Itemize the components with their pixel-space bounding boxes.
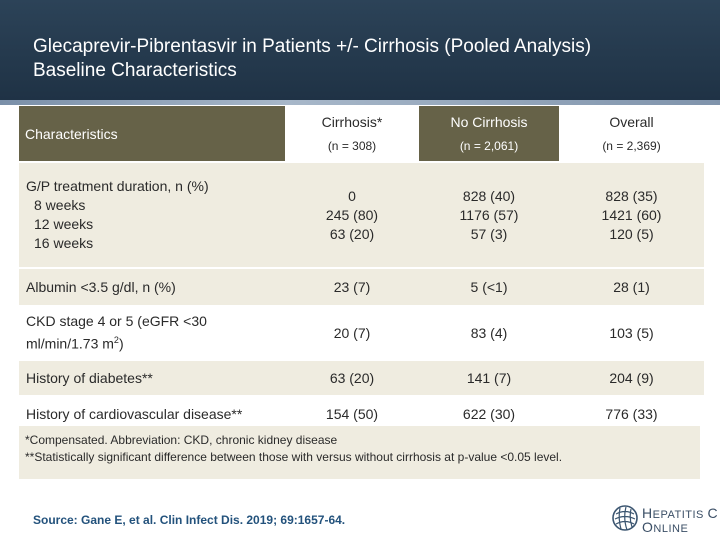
header-overall-name: Overall (609, 114, 654, 130)
baseline-characteristics-table: Characteristics Cirrhosis* (n = 308) No … (19, 106, 704, 431)
ckd-label-text: ) (118, 335, 124, 352)
globe-icon (612, 505, 638, 531)
duration-8-weeks: 8 weeks (34, 197, 86, 213)
table-row: CKD stage 4 or 5 (eGFR <30 ml/min/1.73 m… (19, 305, 704, 360)
header-cirrhosis: Cirrhosis* (n = 308) (285, 106, 419, 162)
cell-value: 828 (40) (462, 187, 516, 204)
cell-cirrhosis: 20 (7) (285, 305, 419, 360)
cell-no-cirrhosis: 83 (4) (419, 305, 559, 360)
duration-16-weeks: 16 weeks (34, 235, 94, 251)
header-divider (0, 100, 720, 105)
cell-overall: 204 (9) (559, 359, 704, 396)
logo-word: NLINE (653, 523, 689, 535)
row-label-duration: G/P treatment duration, n (%) 8 weeks 12… (19, 161, 285, 268)
cell-overall: 776 (33) (559, 395, 704, 431)
table-header-row: Characteristics Cirrhosis* (n = 308) No … (19, 106, 704, 162)
footnotes: *Compensated. Abbreviation: CKD, chronic… (19, 426, 700, 479)
ckd-label-text: ml/min/1.73 m (26, 335, 114, 352)
table-row: Albumin <3.5 g/dl, n (%) 23 (7) 5 (<1) 2… (19, 267, 704, 306)
row-label-diabetes: History of diabetes** (19, 359, 285, 396)
slide-header: Glecaprevir-Pibrentasvir in Patients +/-… (0, 0, 720, 100)
slide-title-line2: Baseline Characteristics (33, 60, 237, 81)
footnote: **Statistically significant difference b… (25, 450, 563, 464)
cell-no-cirrhosis: 622 (30) (419, 395, 559, 431)
table-row: History of diabetes** 63 (20) 141 (7) 20… (19, 359, 704, 396)
footnote: *Compensated. Abbreviation: CKD, chronic… (25, 433, 338, 447)
cell-no-cirrhosis: 141 (7) (419, 359, 559, 396)
cell-overall: 103 (5) (559, 305, 704, 360)
cell-value: 0 (348, 187, 356, 204)
duration-12-weeks: 12 weeks (34, 216, 94, 232)
row-label-ckd: CKD stage 4 or 5 (eGFR <30 ml/min/1.73 m… (19, 305, 285, 360)
cell-value: 1176 (57) (459, 206, 519, 223)
header-overall: Overall (n = 2,369) (559, 106, 704, 162)
cell-no-cirrhosis: 828 (40) 1176 (57) 57 (3) (419, 161, 559, 268)
header-no-cirrhosis: No Cirrhosis (n = 2,061) (419, 106, 559, 162)
cell-cirrhosis: 63 (20) (285, 359, 419, 396)
logo-letter: O (642, 519, 654, 535)
duration-label: G/P treatment duration, n (%) (26, 178, 209, 194)
cell-overall: 28 (1) (559, 267, 704, 306)
ckd-label-line2: ml/min/1.73 m2) (26, 331, 285, 354)
cell-value: 63 (20) (329, 225, 375, 242)
header-characteristics: Characteristics (19, 106, 285, 162)
header-cirrhosis-n: (n = 308) (327, 139, 377, 153)
cell-cirrhosis: 0 245 (80) 63 (20) (285, 161, 419, 268)
cell-value: 245 (80) (325, 206, 379, 223)
row-label-albumin: Albumin <3.5 g/dl, n (%) (19, 267, 285, 306)
table-row: G/P treatment duration, n (%) 8 weeks 12… (19, 161, 704, 268)
logo-line2: ONLINE (642, 519, 688, 535)
ckd-label-line1: CKD stage 4 or 5 (eGFR <30 (26, 313, 207, 330)
logo-letter: H (642, 505, 653, 521)
cell-value: 120 (5) (609, 225, 654, 242)
cell-cirrhosis: 23 (7) (285, 267, 419, 306)
header-cirrhosis-name: Cirrhosis* (321, 114, 383, 130)
row-label-cardiovascular: History of cardiovascular disease** (19, 395, 285, 431)
cell-value: 57 (3) (470, 225, 508, 242)
cell-overall: 828 (35) 1421 (60) 120 (5) (559, 161, 704, 268)
cell-value: 1421 (60) (601, 206, 662, 223)
ckd-label-superscript: 2 (113, 335, 119, 346)
cell-value: 828 (35) (605, 187, 658, 204)
header-no-cirrhosis-n: (n = 2,061) (459, 139, 519, 153)
cell-cirrhosis: 154 (50) (285, 395, 419, 431)
header-no-cirrhosis-name: No Cirrhosis (450, 114, 528, 130)
cell-no-cirrhosis: 5 (<1) (419, 267, 559, 306)
logo-line1: HEPATITIS C (642, 505, 718, 521)
hepatitis-c-online-logo: HEPATITIS C ONLINE (612, 500, 718, 536)
logo-word: EPATITIS (652, 509, 704, 521)
table-row: History of cardiovascular disease** 154 … (19, 395, 704, 431)
logo-letter: C (707, 505, 719, 521)
source-citation: Source: Gane E, et al. Clin Infect Dis. … (33, 513, 346, 527)
slide-title-line1: Glecaprevir-Pibrentasvir in Patients +/-… (33, 36, 592, 57)
header-overall-n: (n = 2,369) (602, 139, 661, 153)
